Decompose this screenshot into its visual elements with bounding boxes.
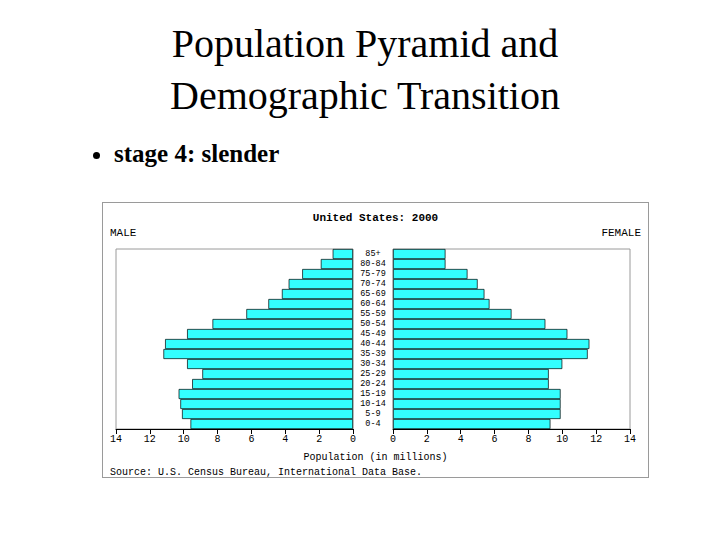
svg-text:30-34: 30-34: [360, 359, 386, 369]
svg-text:4: 4: [282, 434, 288, 445]
svg-text:20-24: 20-24: [360, 379, 386, 389]
svg-text:Population (in millions): Population (in millions): [303, 452, 447, 463]
svg-text:70-74: 70-74: [360, 279, 386, 289]
svg-text:25-29: 25-29: [360, 369, 386, 379]
svg-text:5-9: 5-9: [365, 409, 380, 419]
svg-text:15-19: 15-19: [360, 389, 386, 399]
svg-text:United States: 2000: United States: 2000: [313, 212, 438, 224]
html-text:stage 4: slender: stage 4: slender: [114, 140, 280, 167]
svg-text:0: 0: [390, 434, 396, 445]
svg-text:10-14: 10-14: [360, 399, 386, 409]
html-text:Population Pyramid and Demogra: Population Pyramid and Demographic Trans…: [170, 21, 560, 118]
svg-text:10: 10: [178, 434, 190, 445]
svg-text:80-84: 80-84: [360, 259, 386, 269]
svg-text:FEMALE: FEMALE: [601, 227, 641, 239]
svg-text:60-64: 60-64: [360, 299, 386, 309]
svg-text:50-54: 50-54: [360, 319, 386, 329]
svg-text:85+: 85+: [365, 249, 380, 259]
svg-text:2: 2: [316, 434, 322, 445]
svg-text:6: 6: [248, 434, 254, 445]
svg-text:Source: U.S. Census Bureau, In: Source: U.S. Census Bureau, Internationa…: [110, 467, 422, 478]
svg-text:0-4: 0-4: [365, 419, 380, 429]
svg-text:12: 12: [144, 434, 156, 445]
svg-text:65-69: 65-69: [360, 289, 386, 299]
svg-text:12: 12: [590, 434, 602, 445]
svg-text:6: 6: [492, 434, 498, 445]
svg-text:0: 0: [350, 434, 356, 445]
svg-text:45-49: 45-49: [360, 329, 386, 339]
svg-text:8: 8: [215, 434, 221, 445]
svg-text:4: 4: [458, 434, 464, 445]
svg-text:2: 2: [424, 434, 430, 445]
svg-text:MALE: MALE: [110, 227, 137, 239]
svg-text:35-39: 35-39: [360, 349, 386, 359]
svg-text:40-44: 40-44: [360, 339, 386, 349]
svg-text:14: 14: [110, 434, 122, 445]
svg-text:8: 8: [525, 434, 531, 445]
svg-text:55-59: 55-59: [360, 309, 386, 319]
svg-text:75-79: 75-79: [360, 269, 386, 279]
svg-text:10: 10: [556, 434, 568, 445]
svg-text:14: 14: [624, 434, 636, 445]
